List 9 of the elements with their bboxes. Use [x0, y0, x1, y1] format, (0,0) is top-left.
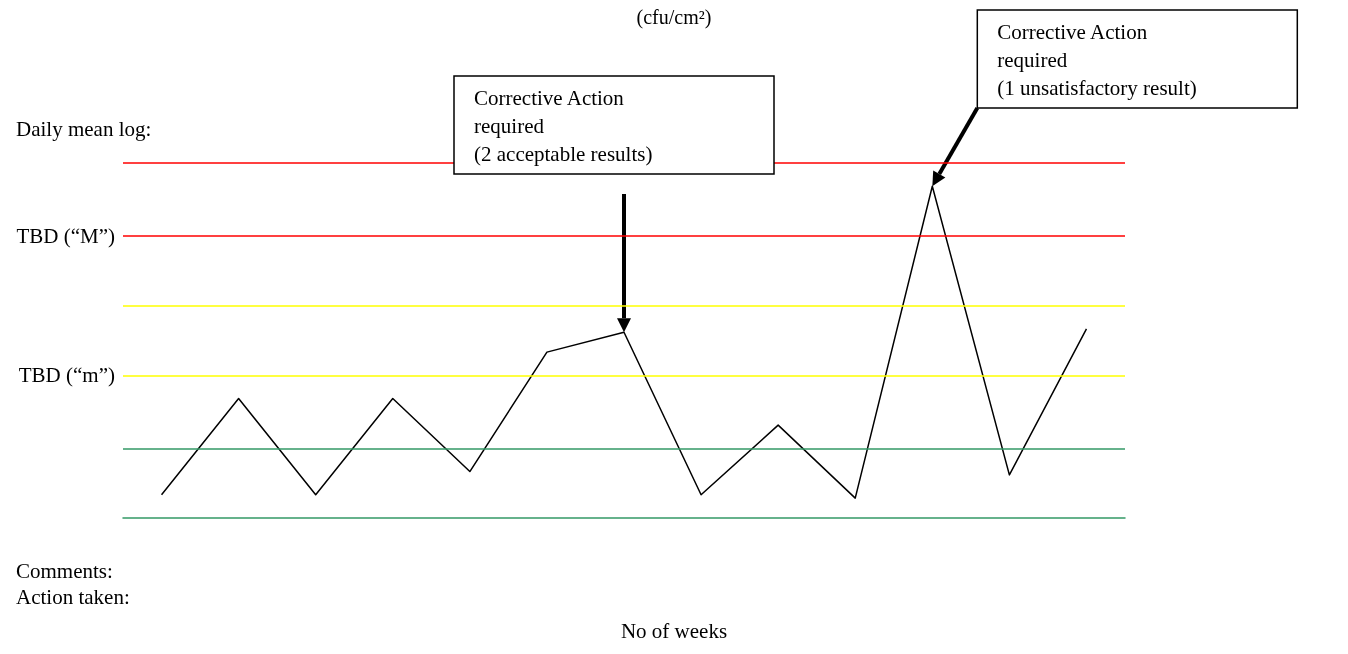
ref-line-label: TBD (“m”) — [18, 363, 115, 388]
text: Comments: — [16, 558, 113, 583]
ref-line-label: TBD (“M”) — [16, 223, 115, 248]
text: Corrective Action required (2 acceptable results) — [474, 86, 653, 166]
chart-title: (cfu/cm²) — [636, 6, 712, 29]
text: Corrective Action required (1 unsatisfactory result) — [997, 20, 1197, 100]
text: Action taken: — [16, 584, 130, 609]
y-axis-title: Daily mean log: — [16, 116, 152, 141]
x-axis-title: No of weeks — [620, 618, 728, 643]
